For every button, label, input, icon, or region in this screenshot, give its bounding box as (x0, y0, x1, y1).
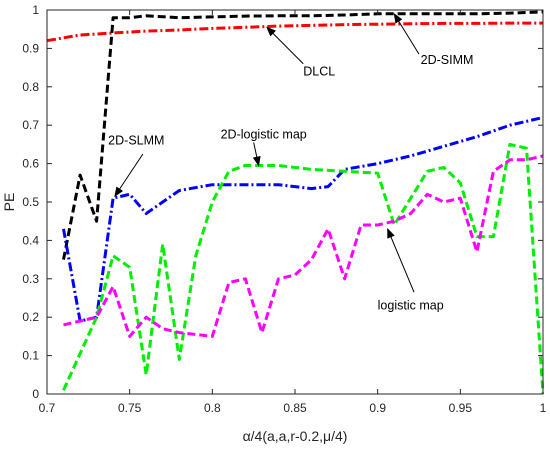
annotation-label-logistic-map: logistic map (378, 299, 444, 313)
y-tick-label: 0.7 (22, 118, 39, 132)
y-tick-label: 0.2 (22, 310, 39, 324)
plot-area (47, 10, 543, 394)
y-tick-label: 0.4 (22, 233, 39, 247)
annotation-label-2d-logistic-map: 2D-logistic map (221, 128, 307, 142)
annotation-label-dlcl: DLCL (303, 64, 335, 78)
y-tick-label: 0.5 (22, 195, 39, 209)
x-tick-label: 0.75 (118, 401, 142, 415)
axes-layer: 0.7 0.75 0.8 0.85 0.9 0.95 1 0 0.1 0.2 0.3 0.4 0.5 0.… (22, 3, 546, 415)
annotation-arrow-2d-logistic-map (252, 142, 261, 167)
x-tick-label: 0.85 (283, 401, 307, 415)
x-tick-label: 0.9 (369, 401, 386, 415)
y-tick-label: 0.6 (22, 157, 39, 171)
x-tick-label: 0.7 (39, 401, 56, 415)
annotation-arrow-2d-slmm (114, 153, 144, 198)
annotation-label-2d-simm: 2D-SIMM (421, 53, 474, 67)
series-line-2d-slmm (62, 116, 544, 323)
y-axis-label: PE (1, 193, 17, 212)
series-line-2d-simm (47, 21, 543, 43)
x-tick-label: 1 (540, 401, 547, 415)
y-tick-label: 1 (32, 3, 39, 17)
series-line-dlcl (62, 10, 544, 260)
x-axis-label: α/4(a,a,r-0.2,μ/4) (243, 428, 348, 444)
annotation-arrow-2d-simm (393, 12, 420, 55)
annotation-layer: DLCL 2D-SIMM 2D-SLMM 2D-logistic map logisti… (108, 12, 474, 313)
series-layer (47, 10, 544, 395)
y-tick-label: 0.8 (22, 80, 39, 94)
y-tick-label: 0.9 (22, 41, 39, 55)
annotation-arrow-logistic-map (387, 227, 415, 293)
y-tick-label: 0 (32, 387, 39, 401)
annotation-label-2d-slmm: 2D-SLMM (108, 133, 164, 147)
y-tick-label: 0.1 (22, 349, 39, 363)
x-tick-label: 0.8 (204, 401, 221, 415)
x-tick-label: 0.95 (449, 401, 473, 415)
series-line-logistic-map (63, 154, 544, 338)
y-tick-label: 0.3 (22, 272, 39, 286)
annotation-arrow-dlcl (266, 26, 304, 65)
